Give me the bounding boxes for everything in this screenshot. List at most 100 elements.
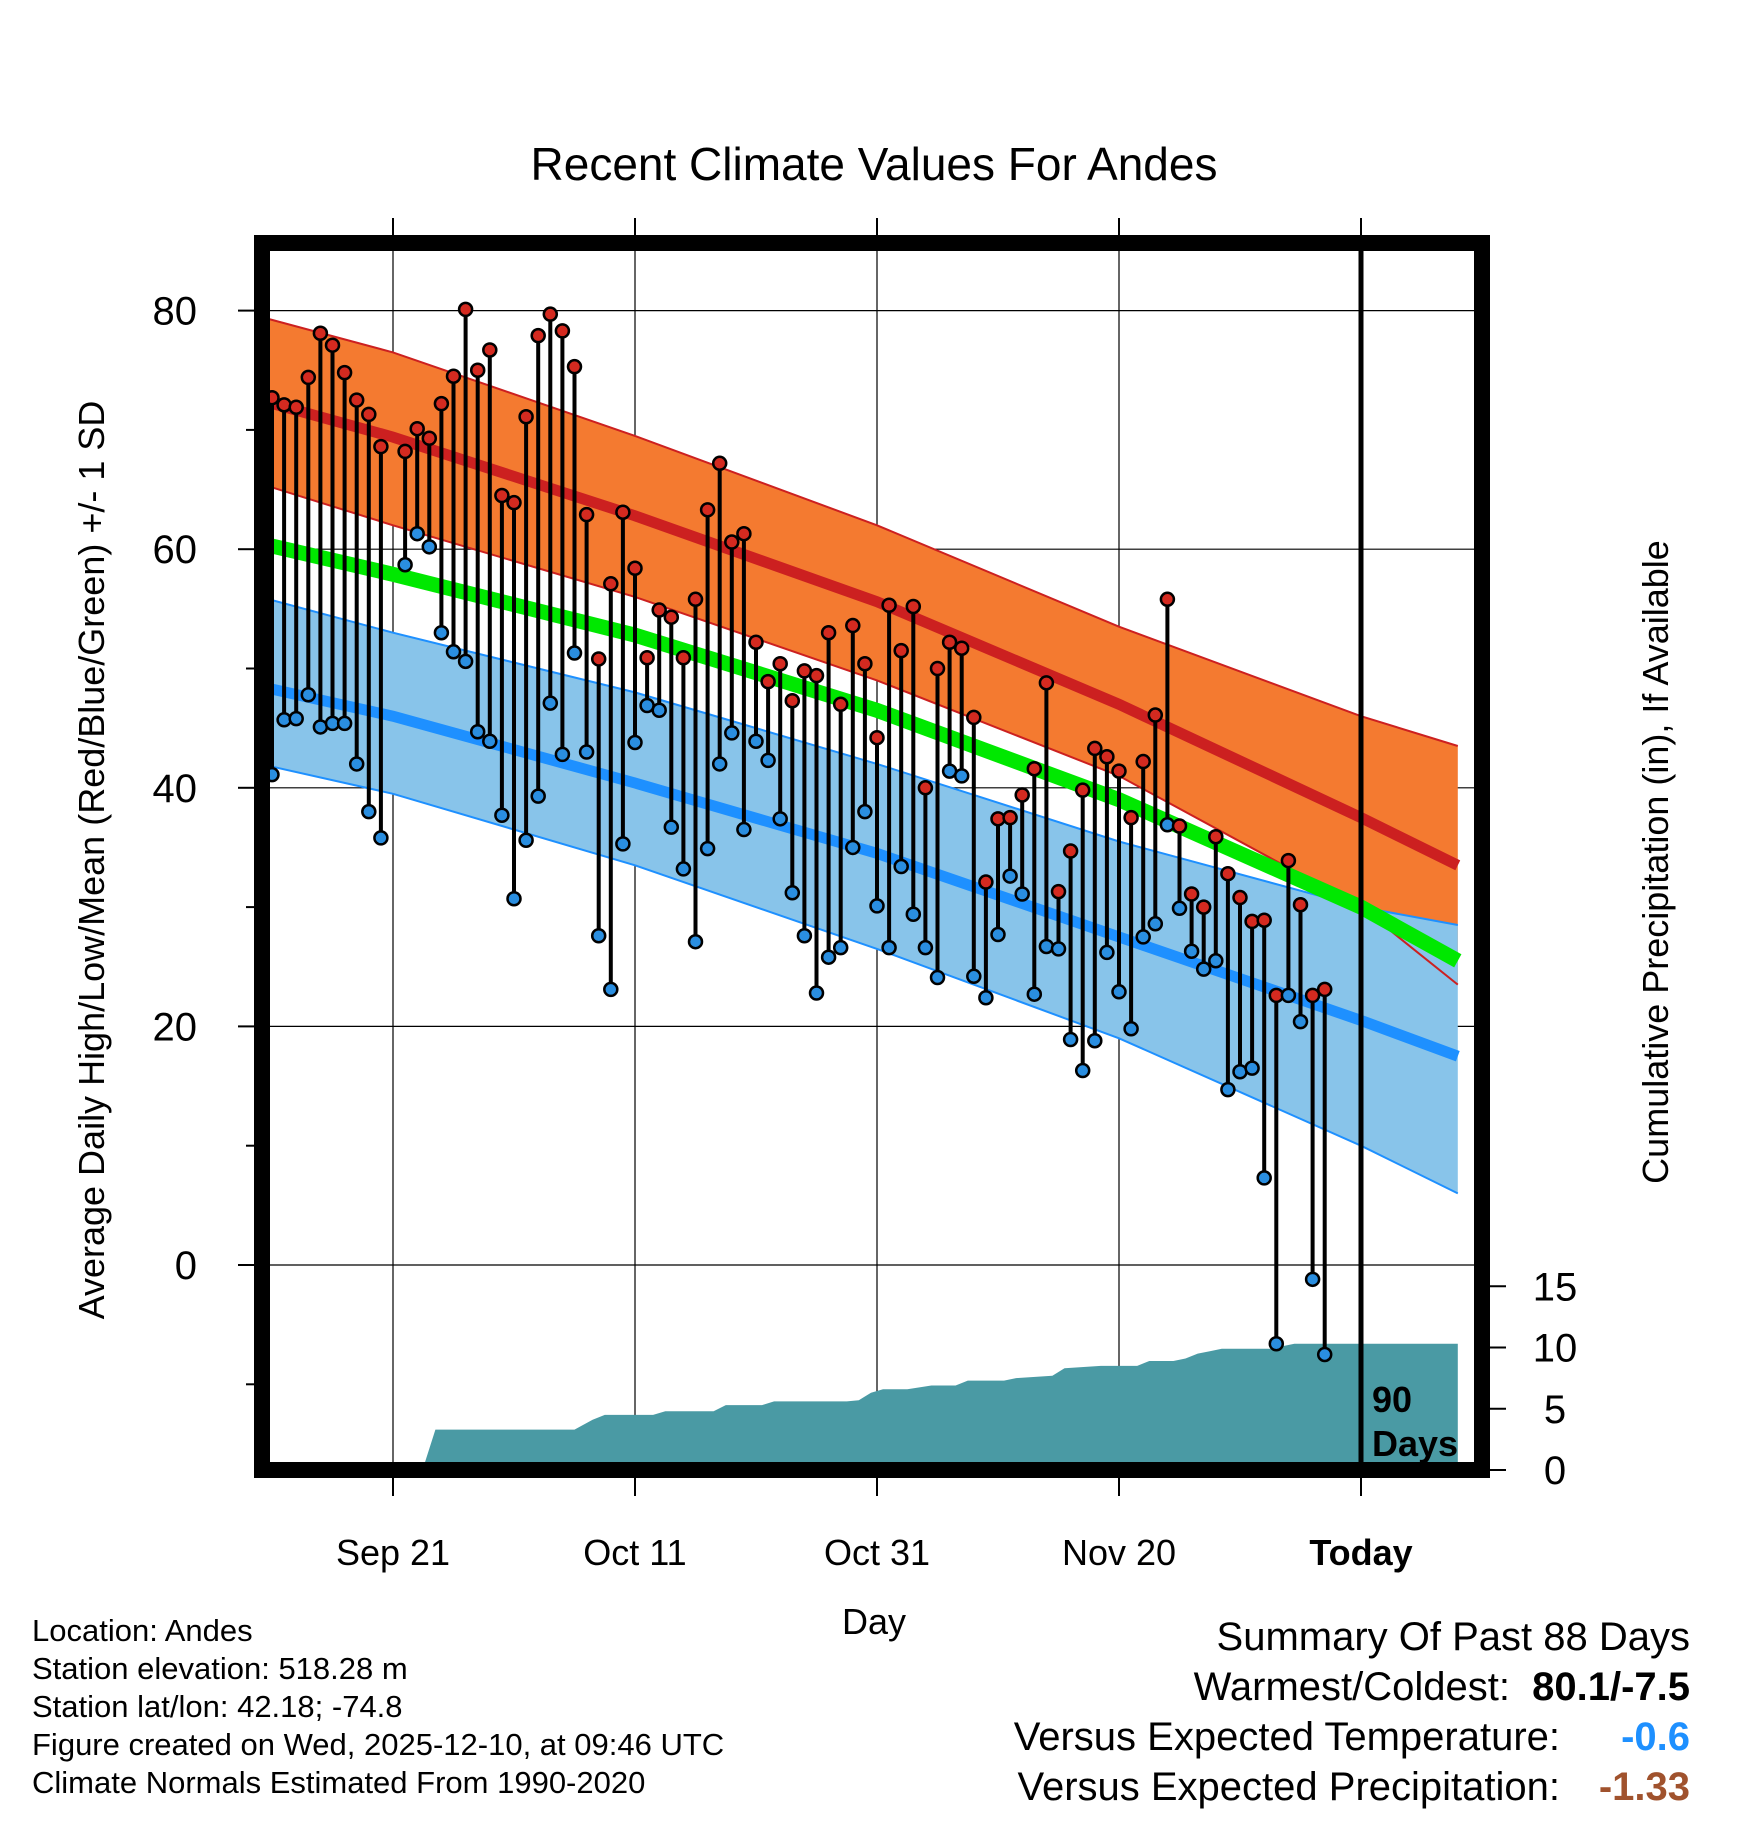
observed-high-point xyxy=(300,369,317,386)
observed-low-point xyxy=(1220,1081,1236,1098)
observed-low-point xyxy=(820,949,837,965)
y-tick-label: 0 xyxy=(175,1244,197,1288)
observed-high-point xyxy=(724,534,740,550)
observed-low-point xyxy=(1316,1346,1333,1363)
observed-low-point xyxy=(409,525,425,542)
observed-low-point xyxy=(1171,900,1188,917)
observed-low-point xyxy=(397,556,413,573)
observed-high-point xyxy=(1220,865,1236,882)
observed-high-point xyxy=(953,640,970,656)
warmest-value: 80.1/-7.5 xyxy=(1532,1665,1690,1709)
observed-low-point xyxy=(1292,1013,1309,1030)
observed-high-point xyxy=(675,650,692,666)
observed-low-point xyxy=(760,752,776,769)
observed-high-point xyxy=(288,399,304,415)
precip-area xyxy=(262,1343,1458,1470)
chart-title: Recent Climate Values For Andes xyxy=(531,138,1218,190)
info-latlon: Station lat/lon: 42.18; -74.8 xyxy=(32,1689,403,1724)
observed-low-point xyxy=(905,906,922,923)
observed-low-point xyxy=(1038,938,1055,955)
observed-high-point xyxy=(1074,782,1091,798)
observed-low-point xyxy=(603,981,619,998)
observed-high-point xyxy=(348,392,365,408)
observed-low-point xyxy=(1304,1271,1321,1288)
observed-high-point xyxy=(506,494,522,511)
observed-high-point xyxy=(276,397,292,413)
observed-low-point xyxy=(1147,916,1164,932)
observed-low-point xyxy=(966,968,982,985)
observed-high-point xyxy=(324,337,341,353)
observed-low-point xyxy=(1280,987,1297,1004)
observed-high-point xyxy=(1038,675,1055,691)
observed-low-point xyxy=(1002,868,1018,884)
observed-high-point xyxy=(445,368,462,384)
observed-low-point xyxy=(566,645,583,661)
observed-low-point xyxy=(494,807,510,823)
observed-high-point xyxy=(1123,809,1139,826)
observed-high-point xyxy=(1087,740,1103,757)
x-tick-label: Today xyxy=(1309,1532,1412,1573)
observed-low-point xyxy=(1087,1032,1103,1049)
observed-high-point xyxy=(627,560,643,577)
observed-low-point xyxy=(990,926,1006,943)
observed-low-point xyxy=(615,836,631,852)
observed-high-point xyxy=(494,487,510,504)
observed-low-point xyxy=(772,811,788,827)
observed-low-point xyxy=(832,939,849,956)
observed-low-point xyxy=(663,819,680,835)
observed-high-point xyxy=(1062,843,1079,859)
observed-high-point xyxy=(651,602,667,618)
observed-high-point xyxy=(1050,883,1067,900)
observed-low-point xyxy=(675,861,692,877)
observed-high-point xyxy=(699,502,716,518)
observed-low-point xyxy=(893,858,909,875)
observed-high-point xyxy=(1304,987,1321,1004)
observed-high-point xyxy=(1002,809,1018,826)
observed-high-point xyxy=(1256,912,1272,928)
observed-high-point xyxy=(1014,787,1030,803)
observed-high-point xyxy=(1195,899,1212,915)
observed-high-point xyxy=(590,651,607,667)
observed-high-point xyxy=(1208,828,1224,845)
plot-area: 0 20 40 60 80 0 5 10 15 Sep 21 Oct 11 Oct 31 Nov 20 T… xyxy=(153,0,1578,1573)
observed-high-point xyxy=(1316,981,1333,998)
info-location: Location: Andes xyxy=(32,1613,253,1648)
observed-high-point xyxy=(966,709,982,726)
observed-low-point xyxy=(748,733,764,750)
observed-low-point xyxy=(300,686,317,703)
temp-value: -0.6 xyxy=(1621,1715,1690,1759)
observed-low-point xyxy=(288,710,304,727)
observed-high-point xyxy=(469,362,486,378)
today-days-word: Days xyxy=(1372,1423,1458,1464)
observed-high-point xyxy=(687,591,704,608)
observed-low-point xyxy=(469,723,486,740)
observed-high-point xyxy=(772,655,788,672)
observed-high-point xyxy=(639,650,655,666)
observed-low-point xyxy=(433,624,450,641)
observed-low-point xyxy=(590,927,607,944)
y2-tick-label: 15 xyxy=(1533,1265,1578,1309)
today-days-number: 90 xyxy=(1372,1379,1412,1420)
observed-low-point xyxy=(361,803,377,820)
observed-high-point xyxy=(457,301,474,318)
observed-high-point xyxy=(832,696,849,713)
observed-low-point xyxy=(687,933,704,950)
observed-high-point xyxy=(941,634,958,651)
observed-low-point xyxy=(699,840,716,857)
precip-value: -1.33 xyxy=(1598,1765,1690,1809)
observed-high-point xyxy=(433,395,450,412)
observed-low-point xyxy=(518,832,534,849)
observed-low-point xyxy=(978,990,994,1006)
observed-low-point xyxy=(373,830,389,846)
observed-low-point xyxy=(736,821,752,838)
observed-low-point xyxy=(1342,0,1355,7)
observed-high-point xyxy=(1342,0,1355,7)
observed-low-point xyxy=(506,890,522,907)
y-tick-label: 20 xyxy=(153,1005,198,1049)
observed-high-point xyxy=(905,598,922,615)
observed-high-point xyxy=(917,780,934,796)
x-tick-label: Oct 31 xyxy=(824,1532,930,1573)
x-tick-label: Nov 20 xyxy=(1062,1532,1176,1573)
y-tick-label: 40 xyxy=(153,767,198,811)
